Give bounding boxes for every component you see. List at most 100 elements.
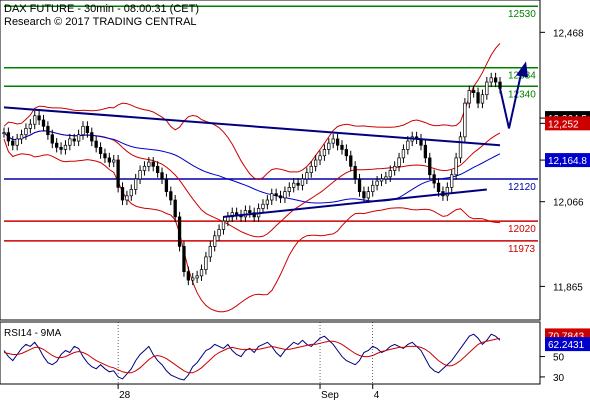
candle-body: [397, 157, 401, 167]
candle-body: [199, 269, 204, 277]
x-tick-label: 28: [119, 390, 131, 400]
candle-body: [327, 142, 331, 150]
price-tick-label: 12,468: [553, 28, 584, 39]
candle-body: [195, 275, 199, 279]
candle-body: [19, 134, 24, 140]
level-label-3: 12120: [508, 182, 536, 193]
band-upper: [3, 42, 501, 181]
rsi-badge-label: 70.7843: [548, 331, 585, 342]
candle-body: [11, 140, 15, 146]
candle-body: [357, 178, 362, 192]
candle-body: [274, 193, 278, 197]
candle-body: [318, 155, 322, 161]
candle-body: [450, 174, 454, 188]
candles: [2, 72, 502, 286]
level-label-0: 12530: [508, 9, 536, 20]
candle-body: [313, 159, 318, 167]
candle-body: [173, 199, 177, 218]
ma-slow: [3, 130, 501, 204]
projection-arrowhead: [516, 61, 528, 78]
candle-body: [463, 102, 467, 138]
trendlines: [3, 61, 528, 218]
candle-body: [265, 199, 270, 205]
candle-body: [331, 138, 335, 144]
candle-body: [248, 210, 252, 214]
candle-body: [287, 187, 291, 192]
candle-body: [213, 235, 217, 247]
candle-body: [485, 81, 489, 96]
candle-body: [76, 134, 81, 142]
candle-body: [371, 184, 375, 192]
candle-body: [335, 138, 340, 146]
rsi-tick-label: 50: [553, 353, 565, 364]
candle-body: [436, 182, 441, 192]
candle-body: [134, 178, 138, 190]
candle-body: [375, 180, 379, 186]
rsi-tick-label: 30: [553, 373, 565, 384]
candle-body: [423, 144, 428, 159]
candle-body: [292, 182, 296, 188]
candle-body: [125, 195, 129, 201]
candle-body: [155, 165, 160, 173]
candle-body: [283, 191, 287, 199]
x-axis: 28 Sep 4: [117, 322, 380, 400]
candle-body: [270, 193, 274, 201]
candle-body: [379, 178, 384, 182]
candle-body: [85, 125, 90, 133]
rsi-panel: [0, 321, 541, 385]
level-label-2: 12340: [508, 89, 536, 100]
header-line2: Research © 2017 TRADING CENTRAL: [4, 16, 197, 28]
candle-body: [305, 172, 309, 180]
candle-body: [467, 90, 471, 104]
candle-body: [296, 182, 300, 186]
candle-body: [353, 165, 357, 180]
candle-body: [33, 115, 37, 125]
trendline-lower: [223, 188, 487, 218]
rsi-lines: [3, 333, 501, 381]
candle-body: [476, 92, 480, 104]
candle-body: [204, 256, 208, 270]
candle-body: [120, 187, 125, 201]
x-tick-label: 4: [374, 390, 380, 400]
candle-body: [208, 246, 212, 258]
level-label-4: 12020: [508, 224, 536, 235]
candle-body: [401, 149, 406, 159]
candle-body: [221, 220, 226, 230]
candle-body: [489, 77, 493, 83]
header-line1: DAX FUTURE - 30min - 08:00:31 (CET): [4, 3, 199, 15]
candle-body: [428, 157, 432, 176]
candle-body: [2, 132, 6, 134]
candle-body: [384, 176, 388, 180]
candle-body: [103, 153, 107, 159]
candle-body: [129, 189, 133, 197]
candle-body: [498, 81, 502, 89]
candle-body: [186, 271, 191, 281]
candle-body: [480, 94, 485, 104]
candle-body: [107, 157, 111, 163]
bollinger-bands: [3, 42, 501, 313]
candle-body: [366, 191, 370, 199]
candle-body: [472, 90, 476, 93]
candle-body: [50, 134, 54, 144]
candle-body: [340, 144, 344, 150]
candle-body: [81, 125, 85, 136]
candle-body: [46, 125, 50, 136]
candle-body: [59, 147, 63, 150]
price-badge: [545, 153, 590, 168]
candle-body: [454, 157, 458, 176]
candle-body: [112, 159, 116, 163]
candle-body: [322, 149, 327, 157]
candle-body: [169, 191, 173, 201]
candle-body: [393, 165, 397, 171]
candle-body: [68, 138, 72, 146]
rsi-badge: [545, 337, 590, 352]
candle-body: [94, 140, 98, 148]
candle-body: [147, 161, 151, 167]
candle-body: [116, 159, 120, 188]
rsi-badge-label: 62.2431: [548, 340, 585, 351]
candle-body: [24, 128, 28, 136]
rsi-series-0: [3, 333, 501, 381]
